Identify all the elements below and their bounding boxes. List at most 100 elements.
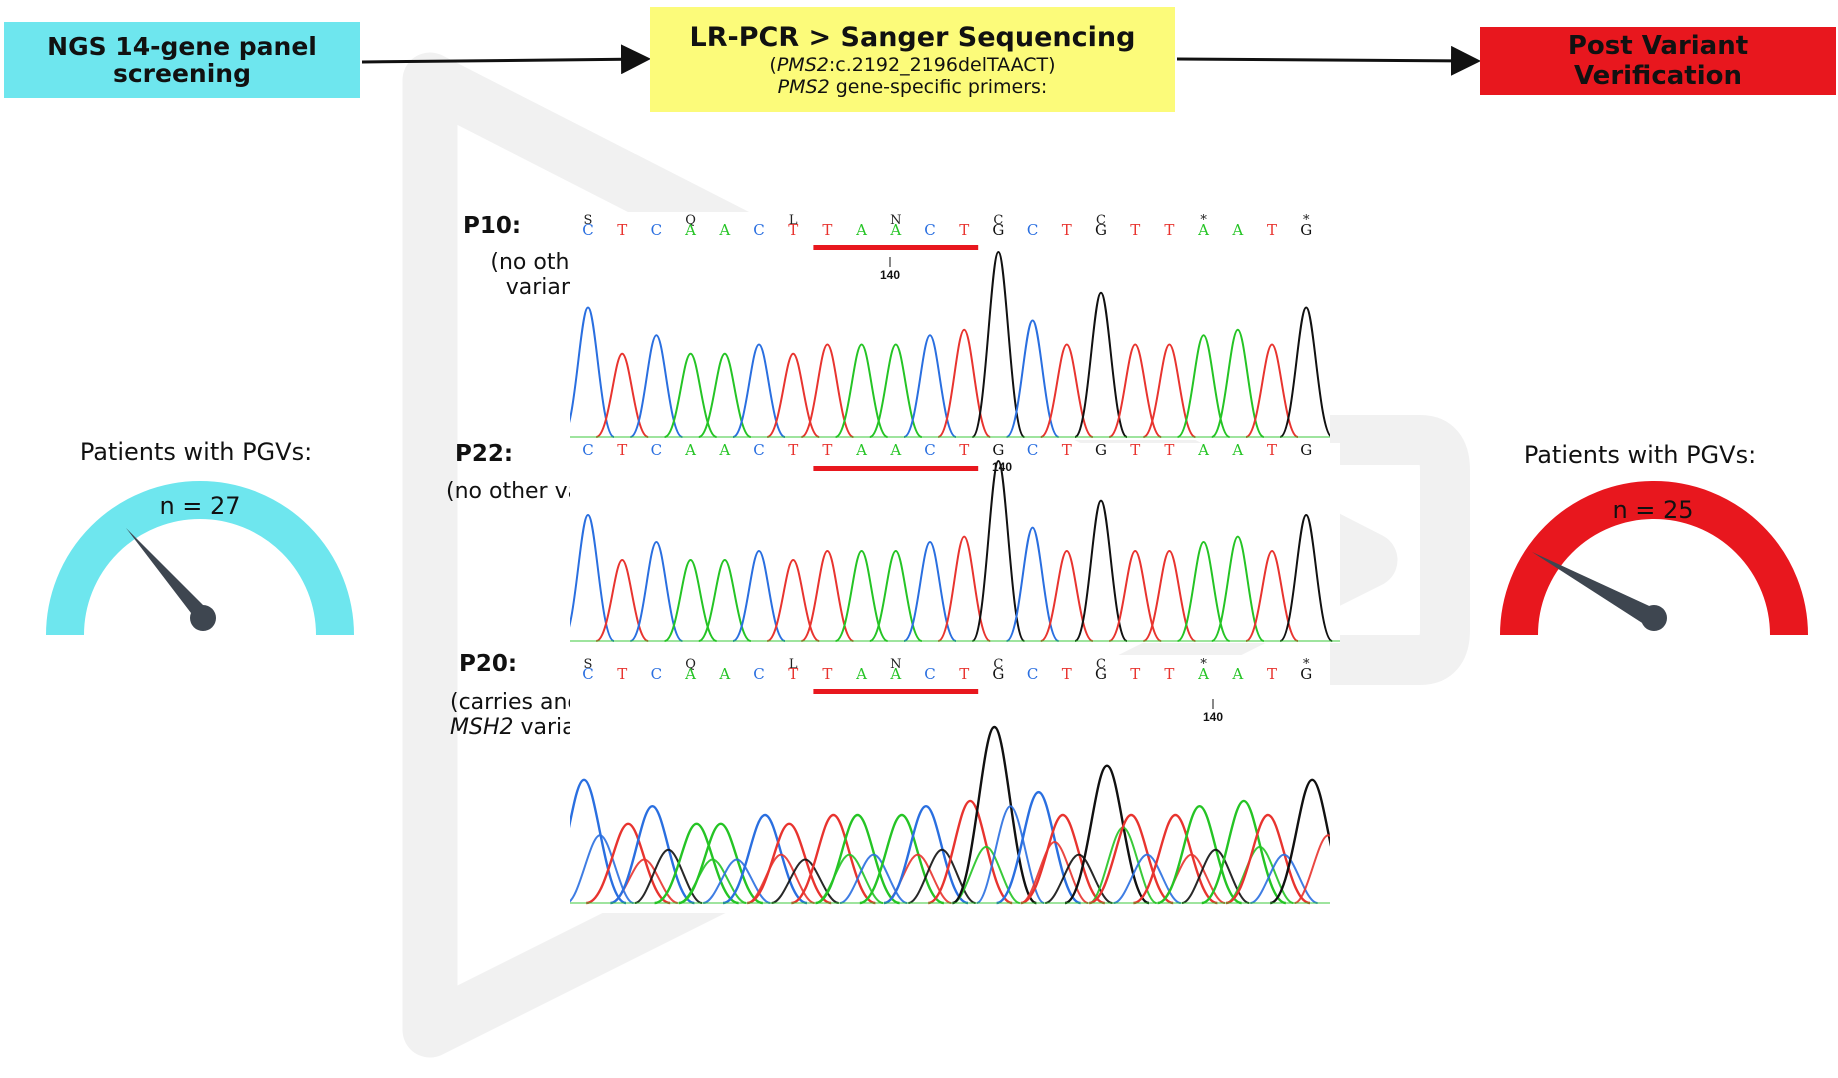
base-call-letter: A — [889, 665, 901, 683]
ambiguity-code-letter: C — [993, 657, 1003, 672]
base-call-letter: G — [992, 221, 1004, 239]
arrow-step2-to-step3 — [1176, 45, 1481, 76]
chromatogram-peak — [1245, 343, 1299, 438]
chromatogram-svg: CST C AQA C TLT A ANC T GCC T GCT T A*A T G*140 — [570, 213, 1330, 438]
chromatogram-peak — [746, 822, 832, 905]
base-call-letter: T — [1267, 221, 1277, 239]
base-call-letter: T — [1164, 665, 1174, 683]
base-call-letter: T — [1267, 665, 1277, 683]
chromatogram-peak — [951, 725, 1037, 905]
msh2-gene-name: MSH2 — [450, 715, 514, 740]
ambiguity-code-letter: L — [789, 213, 798, 228]
chromatogram-peak — [1040, 549, 1094, 642]
base-call-letter: T — [1130, 665, 1140, 683]
chromatogram-secondary-peak — [1250, 853, 1318, 904]
base-call-letter: A — [889, 221, 901, 239]
base-call-letter: C — [753, 221, 764, 239]
base-call-letter: C — [924, 443, 935, 459]
base-call-letter: C — [651, 221, 662, 239]
chromatogram-peak — [1006, 526, 1060, 642]
deleted-segment-highlight — [813, 466, 979, 471]
ambiguity-code-letter: S — [584, 213, 593, 228]
chromatogram-peak — [1020, 813, 1106, 905]
base-call-letter: T — [1267, 443, 1277, 459]
chromatogram-peak — [800, 549, 854, 642]
base-call-letter: T — [617, 221, 627, 239]
base-call-letter: A — [718, 443, 730, 459]
base-call-letter: C — [753, 443, 764, 459]
primer-gene-name: PMS2 — [777, 75, 830, 98]
base-call-letter: G — [1300, 443, 1312, 459]
chromatogram-peak — [903, 540, 957, 642]
chromatogram-peak — [766, 352, 820, 438]
base-call-letter: A — [1231, 443, 1243, 459]
base-call-letter: A — [1231, 221, 1243, 239]
chromatogram-peak — [732, 549, 786, 642]
chromatogram-peak — [869, 549, 923, 642]
ambiguity-code-letter: L — [789, 657, 798, 672]
sample-p10-id: P10: — [463, 213, 522, 239]
sample-p22-id: P22: — [455, 441, 514, 467]
chromatogram-peak — [1177, 334, 1231, 438]
chromatogram-peak — [1157, 804, 1242, 905]
chromatogram-peak — [664, 352, 718, 438]
step-ngs-line1: NGS 14-gene panel — [47, 32, 317, 61]
chromatogram-peak — [678, 822, 764, 905]
step-sanger-variant: (PMS2:c.2192_2196delTAACT) — [769, 53, 1056, 76]
chromatogram-peak — [1074, 291, 1128, 438]
chromatogram-secondary-peak — [1113, 853, 1182, 904]
ambiguity-code-letter: * — [1303, 657, 1310, 672]
chromatogram-peak — [996, 790, 1081, 905]
chromatogram-peak — [1064, 764, 1150, 905]
base-call-letter: T — [1130, 443, 1140, 459]
chromatogram-peak — [1040, 343, 1094, 438]
chromatogram-peak — [698, 352, 752, 438]
base-call-letter: A — [855, 665, 867, 683]
base-call-letter: C — [582, 221, 593, 239]
chromatogram-peak — [1225, 813, 1311, 905]
chromatogram-peak — [971, 250, 1026, 438]
chromatogram-peak — [1006, 319, 1060, 438]
base-call-letter: A — [1231, 665, 1243, 683]
chromatogram-svg: CST C AQA C TLT A ANC T GCC T GCT T A*A T G*140 — [570, 657, 1330, 905]
chromatogram-peak — [1108, 343, 1162, 438]
chromatogram-p10: C S T C A Q A C T L T A A N C T G C C T G C T T A * A T G * 140 — [570, 212, 1330, 440]
left-gauge-needle — [126, 528, 216, 631]
base-call-letter: G — [1300, 221, 1312, 239]
base-call-letter: T — [788, 221, 798, 239]
ambiguity-code-letter: * — [1200, 213, 1207, 228]
base-call-letter: T — [617, 443, 627, 459]
base-call-letter: C — [1027, 443, 1038, 459]
chromatogram-secondary-peak — [1020, 841, 1089, 904]
deleted-segment-highlight — [813, 245, 979, 250]
step-sanger-primers: PMS2 gene-specific primers: — [777, 75, 1048, 98]
base-call-letter: T — [822, 665, 832, 683]
base-call-letter: T — [1164, 221, 1174, 239]
base-call-letter: T — [1062, 665, 1072, 683]
chromatogram-peak — [1177, 540, 1231, 642]
base-call-letter: T — [1130, 221, 1140, 239]
chromatogram-peak — [1269, 778, 1330, 905]
base-call-letter: A — [1197, 221, 1209, 239]
chromatogram-p20: C S T C A Q A C T L T A A N C T G C C T G C T T A * A T G * 140 — [570, 655, 1330, 913]
chromatogram-peak — [585, 822, 671, 905]
chromatogram-peak — [1279, 306, 1330, 438]
chromatogram-peak — [927, 799, 1013, 905]
chromatogram-secondary-peak — [1225, 845, 1294, 904]
right-gauge-count: n = 25 — [1612, 496, 1694, 524]
base-call-letter: C — [582, 665, 593, 683]
chromatogram-peak — [570, 778, 627, 905]
base-call-letter: A — [718, 221, 730, 239]
base-call-letter: A — [855, 443, 867, 459]
chromatogram-peak — [869, 343, 923, 438]
ambiguity-code-letter: C — [1096, 213, 1106, 228]
chromatogram-peak — [1279, 513, 1333, 642]
base-call-letter: C — [651, 665, 662, 683]
chromatogram-peak — [1201, 799, 1287, 905]
chromatogram-secondary-peak — [976, 805, 1045, 904]
right-gauge-needle — [1532, 552, 1667, 631]
chromatogram-peak — [595, 558, 649, 642]
chromatogram-peak — [800, 343, 854, 438]
chromatogram-peak — [1133, 813, 1218, 905]
ambiguity-code-letter: S — [584, 657, 593, 672]
